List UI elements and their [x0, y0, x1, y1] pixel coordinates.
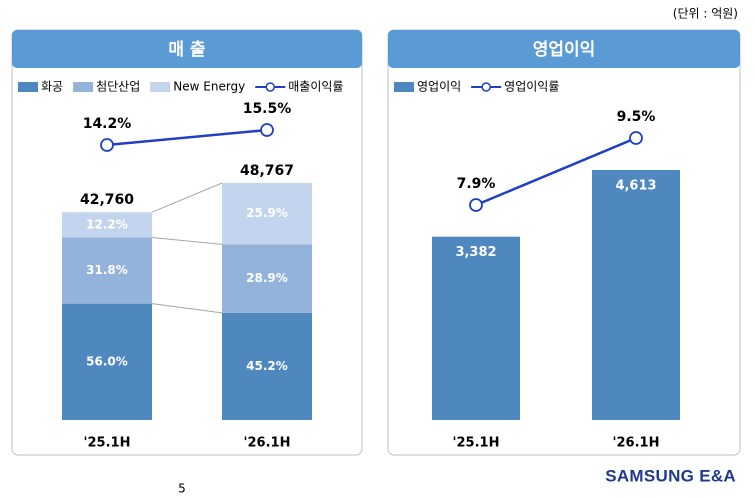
- connector: [151, 303, 223, 314]
- legend-swatch: [73, 82, 94, 92]
- line-value-label: 15.5%: [243, 101, 292, 117]
- legend-label: New Energy: [173, 80, 245, 94]
- line-value-label: 14.2%: [83, 116, 132, 132]
- legend-label: 매출이익률: [288, 80, 343, 94]
- line-marker: [629, 131, 643, 145]
- panel-header: [388, 30, 740, 68]
- legend-label: 화공: [41, 80, 63, 94]
- value-label: 12.2%: [86, 217, 128, 231]
- legend-swatch: [150, 82, 171, 92]
- panel-header: [12, 30, 362, 68]
- bar-segment: [62, 303, 152, 420]
- legend-swatch: [394, 82, 414, 92]
- connector: [151, 182, 223, 213]
- line-series: [106, 128, 268, 147]
- connector: [151, 237, 223, 245]
- line-value-label: 7.9%: [457, 176, 496, 192]
- bar: [432, 236, 520, 420]
- bar-segment: [222, 312, 312, 420]
- value-label: 31.8%: [86, 263, 128, 277]
- bar-segment: [222, 244, 312, 313]
- value-label: 45.2%: [246, 359, 288, 373]
- total-label: 42,760: [80, 192, 134, 208]
- legend-marker: [481, 82, 491, 92]
- unit-note: (단위 : 억원): [673, 7, 738, 21]
- value-label: 4,613: [615, 179, 656, 194]
- legend-label: 영업이익: [417, 80, 461, 94]
- line-marker: [469, 198, 483, 212]
- bar-segment: [222, 183, 312, 245]
- page-number: 5: [178, 482, 186, 496]
- chart-title: 영업이익: [533, 40, 596, 60]
- bar-segment: [62, 212, 152, 238]
- logo: SAMSUNG E&A: [605, 466, 736, 485]
- value-label: 25.9%: [246, 206, 288, 220]
- legend-marker: [265, 82, 276, 92]
- bar: [592, 170, 680, 420]
- chart-title: 매 출: [168, 40, 206, 60]
- legend-label: 영업이익률: [504, 80, 559, 94]
- legend-label: 첨단산업: [96, 80, 140, 94]
- line-series: [475, 136, 637, 207]
- line-marker: [260, 123, 274, 137]
- x-tick-label: '25.1H: [84, 436, 131, 451]
- bar-segment: [62, 237, 152, 304]
- line-marker: [100, 138, 114, 152]
- legend-swatch: [18, 82, 38, 92]
- total-label: 48,767: [240, 163, 294, 179]
- x-tick-label: '25.1H: [453, 436, 500, 451]
- x-tick-label: '26.1H: [244, 436, 291, 451]
- x-tick-label: '26.1H: [613, 436, 660, 451]
- value-label: 3,382: [455, 245, 496, 260]
- line-value-label: 9.5%: [617, 109, 656, 125]
- value-label: 56.0%: [86, 354, 128, 368]
- value-label: 28.9%: [246, 271, 288, 285]
